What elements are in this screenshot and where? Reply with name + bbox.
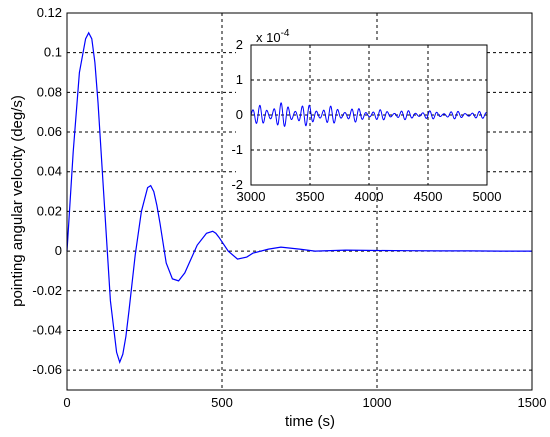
main-x-tick-label: 0: [63, 395, 70, 410]
inset-y-tick-label: 2: [236, 37, 243, 52]
main-y-tick-label: -0.02: [32, 283, 62, 298]
inset-y-ticks: -2 -1 0 1 2: [231, 37, 243, 192]
main-y-tick-label: 0.06: [37, 124, 62, 139]
inset-scale-base: x 10: [256, 30, 281, 45]
main-series-line: [66, 31, 532, 365]
inset-x-tick-label: 4000: [355, 189, 384, 204]
main-y-tick-label: 0: [55, 243, 62, 258]
inset-y-tick-label: 0: [236, 107, 243, 122]
main-x-tick-label: 1500: [518, 395, 547, 410]
main-x-tick-label: 500: [211, 395, 233, 410]
main-plot-frame: [66, 12, 533, 391]
y-axis-label: pointing angular velocity (deg/s): [9, 95, 26, 307]
inset-x-tick-label: 5000: [473, 189, 502, 204]
inset-y-tick-label: -1: [231, 142, 243, 157]
main-y-tick-label: 0.12: [37, 5, 62, 20]
main-y-tick-label: 0.04: [37, 164, 62, 179]
inset-plot-frame: [250, 44, 488, 186]
main-y-tick-label: -0.04: [32, 322, 62, 337]
inset-x-tick-label: 3000: [237, 189, 266, 204]
main-y-tick-label: 0.02: [37, 203, 62, 218]
main-y-tick-label: 0.1: [44, 45, 62, 60]
inset-background: [236, 40, 487, 186]
inset-series-line: [250, 102, 488, 128]
main-y-tick-label: 0.08: [37, 84, 62, 99]
main-y-ticks: -0.06 -0.04 -0.02 0 0.02 0.04 0.06 0.08 0.1 0.12: [32, 5, 62, 377]
inset-scale-label: x 10-4: [256, 28, 290, 45]
main-x-ticks: 0 500 1000 1500: [63, 395, 546, 410]
inset-x-tick-label: 4500: [414, 189, 443, 204]
inset-x-ticks: 3000 3500 4000 4500 5000: [237, 189, 502, 204]
inset-scale-power: -4: [281, 28, 290, 39]
inset-y-tick-label: -2: [231, 177, 243, 192]
x-axis-label: time (s): [285, 413, 335, 430]
inset-y-tick-label: 1: [236, 72, 243, 87]
main-x-tick-label: 1000: [363, 395, 392, 410]
inset-gridlines: [251, 45, 487, 185]
main-y-tick-label: -0.06: [32, 362, 62, 377]
inset-x-tick-label: 3500: [296, 189, 325, 204]
